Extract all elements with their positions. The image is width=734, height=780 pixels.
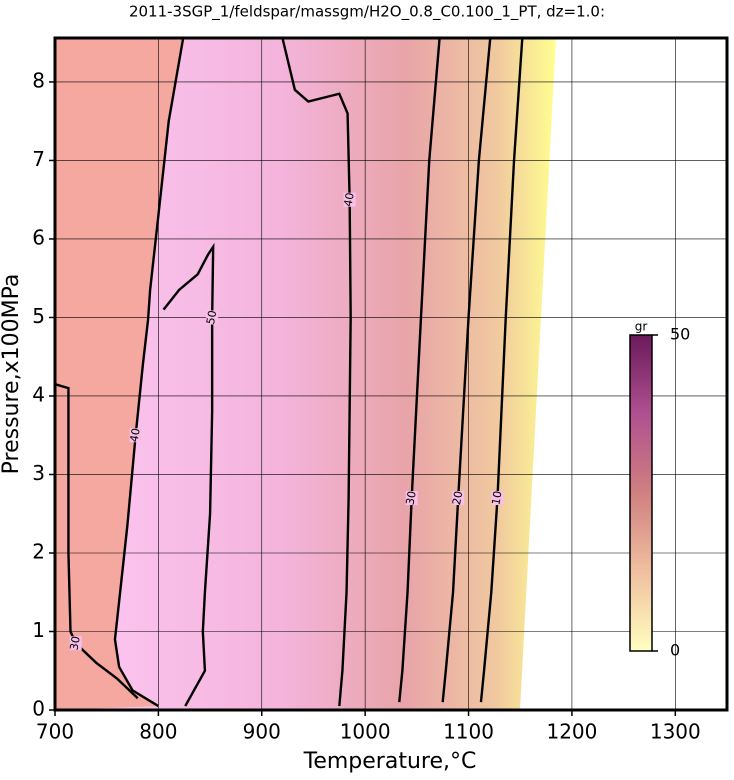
x-tick-label: 1100 (443, 720, 494, 744)
contour-label-bg (405, 491, 418, 506)
contour-label: 40 (128, 427, 143, 443)
colorbar (629, 334, 653, 652)
y-tick-label: 1 (32, 618, 45, 642)
colorbar-label: gr (635, 320, 648, 334)
contour-label: 20 (450, 490, 465, 506)
y-tick-label: 8 (32, 68, 45, 92)
region-fill (55, 38, 184, 710)
y-tick-label: 3 (32, 461, 45, 485)
contour-label: 30 (404, 490, 419, 506)
contour-label-bg (491, 491, 504, 506)
contour-line (162, 242, 215, 707)
field-fill (55, 38, 556, 710)
x-tick-label: 900 (243, 720, 281, 744)
contour-label-bg (69, 636, 82, 651)
colorbar-tick-label: 50 (670, 325, 690, 344)
x-tick-label: 1000 (340, 720, 391, 744)
contour-label: 10 (489, 490, 504, 506)
y-tick-label: 4 (32, 382, 45, 406)
y-tick-label: 7 (32, 147, 45, 171)
y-tick-label: 6 (32, 225, 45, 249)
y-tick-label: 2 (32, 539, 45, 563)
colorbar-tick-label: 0 (670, 641, 680, 660)
x-axis-label: Temperature,°C (303, 749, 477, 774)
frame (53, 36, 729, 712)
contour-label-bg (206, 310, 219, 325)
x-tick-label: 800 (139, 720, 177, 744)
contour-label-bg (452, 491, 465, 506)
contour-label: 40 (342, 192, 357, 208)
contour-label-bg (129, 428, 142, 443)
y-tick-label: 0 (32, 697, 45, 721)
x-tick-label: 1300 (650, 720, 701, 744)
x-tick-label: 700 (36, 720, 74, 744)
y-tick-label: 5 (32, 304, 45, 328)
x-tick-label: 1200 (546, 720, 597, 744)
y-axis-label: Pressure,x100MPa (0, 274, 24, 475)
contour-label: 30 (68, 635, 83, 651)
contour-label-bg (343, 192, 356, 207)
chart-title: 2011-3SGP_1/feldspar/massgm/H2O_0.8_C0.1… (129, 3, 605, 22)
contour-label: 50 (204, 309, 219, 325)
